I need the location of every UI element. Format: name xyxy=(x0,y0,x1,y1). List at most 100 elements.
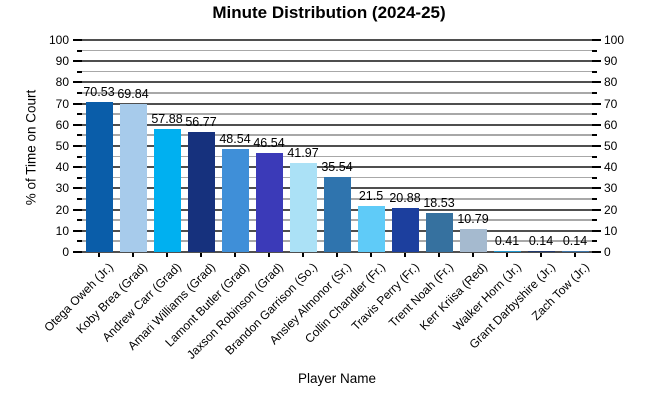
bar-value-label: 57.88 xyxy=(151,112,183,126)
y-tick-label-right: 30 xyxy=(604,181,618,196)
y-tick-label-left: 80 xyxy=(55,75,69,90)
gridline-minor xyxy=(82,134,592,136)
bar-kerr-kriisa-red- xyxy=(460,229,487,252)
bar-value-label: 56.77 xyxy=(185,115,217,129)
y-tick-left xyxy=(73,81,82,84)
y-tick-label-left: 60 xyxy=(55,117,69,132)
y-tick-right xyxy=(592,219,597,222)
x-tick xyxy=(370,253,372,257)
y-tick-label-left: 30 xyxy=(55,181,69,196)
gridline-major xyxy=(82,251,592,253)
y-tick-right xyxy=(592,92,597,94)
y-tick-left xyxy=(77,155,82,158)
x-tick xyxy=(132,253,134,257)
y-tick-label-left: 0 xyxy=(62,245,69,259)
y-tick-right xyxy=(592,155,597,158)
y-tick-label-left: 70 xyxy=(55,96,69,111)
y-tick-right xyxy=(592,123,601,126)
y-tick-left xyxy=(73,102,82,105)
gridline-major xyxy=(82,145,592,147)
y-tick-label-right: 40 xyxy=(604,160,618,175)
bar-walker-horn-jr- xyxy=(494,251,521,252)
y-tick-label-left: 90 xyxy=(55,54,69,69)
x-tick xyxy=(472,253,474,257)
x-tick xyxy=(574,253,576,257)
gridline-minor xyxy=(82,155,592,158)
bar-value-label: 48.54 xyxy=(219,132,251,146)
bar-andrew-carr-grad- xyxy=(154,129,181,252)
gridline-minor xyxy=(82,49,592,52)
bar-value-label: 35.54 xyxy=(321,160,353,174)
x-tick xyxy=(302,253,304,257)
y-tick-left xyxy=(77,176,82,179)
x-tick xyxy=(268,253,270,257)
x-tick xyxy=(336,253,338,257)
bar-value-label: 69.84 xyxy=(117,87,149,101)
y-tick-right xyxy=(592,198,597,200)
gridline-major xyxy=(82,39,592,41)
bar-value-label: 18.53 xyxy=(423,196,455,210)
bar-value-label: 10.79 xyxy=(457,212,489,226)
y-tick-label-right: 10 xyxy=(604,223,618,238)
bar-value-label: 46.54 xyxy=(253,136,285,150)
y-tick-label-right: 60 xyxy=(604,117,618,132)
gridline-minor xyxy=(82,70,592,73)
x-tick xyxy=(438,253,440,257)
y-tick-left xyxy=(73,39,82,41)
y-tick-label-right: 70 xyxy=(604,96,618,111)
y-tick-left xyxy=(73,123,82,126)
bar-zach-tow-jr- xyxy=(562,251,589,252)
bar-value-label: 41.97 xyxy=(287,146,319,160)
y-tick-label-right: 50 xyxy=(604,139,618,153)
y-tick-label-right: 0 xyxy=(604,245,611,259)
bar-otega-oweh-jr- xyxy=(86,102,113,252)
y-tick-right xyxy=(592,145,601,147)
bar-amari-williams-grad- xyxy=(188,132,215,252)
y-tick-label-left: 40 xyxy=(55,160,69,175)
bar-brandon-garrison-so- xyxy=(290,163,317,252)
x-axis-title: Player Name xyxy=(297,371,377,386)
gridline-major xyxy=(82,60,592,63)
y-tick-left xyxy=(73,187,82,190)
gridline-minor xyxy=(82,92,592,94)
y-tick-label-right: 100 xyxy=(604,33,625,47)
y-tick-right xyxy=(592,134,597,137)
y-tick-label-left: 10 xyxy=(55,223,69,238)
bar-value-label: 70.53 xyxy=(83,85,115,99)
y-tick-label-left: 50 xyxy=(55,139,69,153)
y-tick-right xyxy=(592,49,597,52)
y-tick-left xyxy=(73,145,82,147)
plot-area xyxy=(82,39,592,253)
x-tick xyxy=(98,253,100,257)
gridline-major xyxy=(82,81,592,84)
y-tick-right xyxy=(592,60,601,63)
x-tick xyxy=(200,253,202,257)
x-tick xyxy=(540,253,542,257)
x-tick xyxy=(506,253,508,257)
y-tick-right xyxy=(592,102,601,105)
x-tick xyxy=(404,253,406,257)
y-tick-right xyxy=(592,166,601,169)
bar-collin-chandler-fr- xyxy=(358,206,385,252)
y-axis-title: % of Time on Court xyxy=(23,89,39,206)
y-tick-left xyxy=(73,229,82,232)
y-tick-right xyxy=(592,251,601,253)
y-tick-left xyxy=(77,134,82,137)
bar-value-label: 0.14 xyxy=(528,234,554,248)
bar-ansley-almonor-sr- xyxy=(324,177,351,252)
bar-grant-darbyshire-jr- xyxy=(528,251,555,252)
y-tick-right xyxy=(592,187,601,190)
y-tick-right xyxy=(592,70,597,73)
y-tick-left xyxy=(77,70,82,73)
bar-value-label: 0.14 xyxy=(562,234,588,248)
y-tick-left xyxy=(77,219,82,222)
y-tick-left xyxy=(77,198,82,200)
y-tick-left xyxy=(73,60,82,63)
y-tick-label-left: 100 xyxy=(48,33,69,47)
y-tick-right xyxy=(592,176,597,179)
y-tick-left xyxy=(77,113,82,116)
chart-title: Minute Distribution (2024-25) xyxy=(212,3,446,22)
y-tick-right xyxy=(592,113,597,116)
y-tick-left xyxy=(73,208,82,211)
